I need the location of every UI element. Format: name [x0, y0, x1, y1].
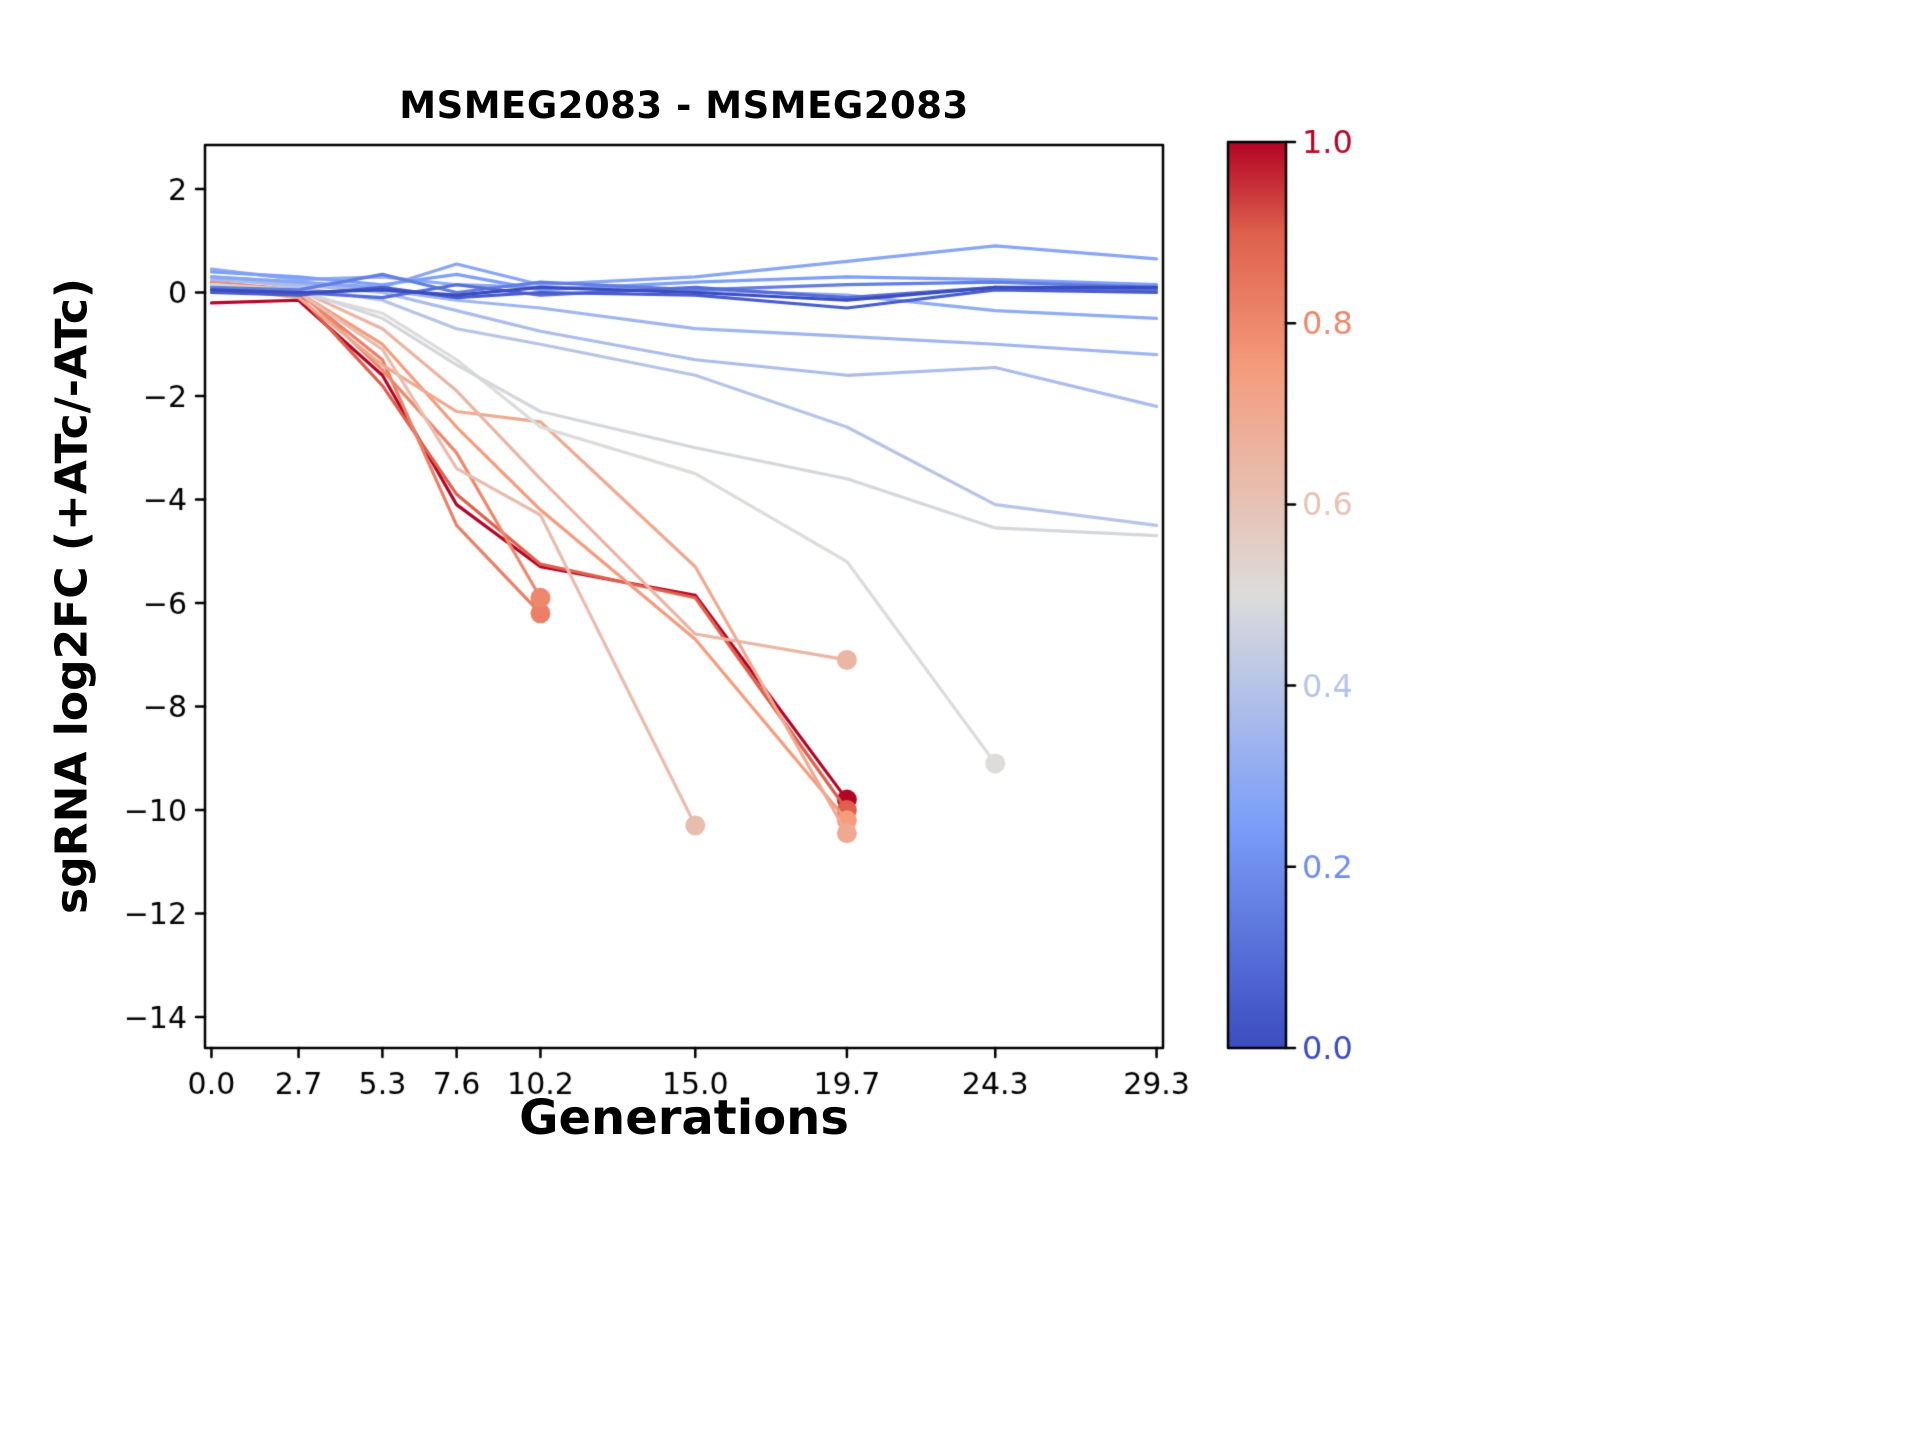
x-axis-label: Generations: [519, 1090, 849, 1146]
y-axis-label: sgRNA log2FC (+ATc/-ATc): [46, 277, 98, 915]
chart-title: MSMEG2083 - MSMEG2083: [399, 84, 969, 127]
